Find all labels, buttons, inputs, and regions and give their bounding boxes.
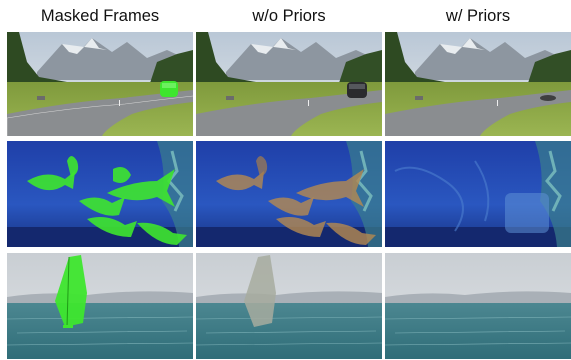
aquarium-masked-frame [7, 141, 193, 247]
column-title-without-priors: w/o Priors [252, 7, 326, 25]
sea-masked-frame [7, 253, 193, 359]
column-title-with-priors: w/ Priors [445, 7, 511, 25]
road-without-priors [196, 32, 382, 136]
column-title-masked-frames: Masked Frames [40, 7, 160, 25]
sea-with-priors [385, 253, 571, 359]
road-masked-frame [7, 32, 193, 136]
sea-without-priors [196, 253, 382, 359]
aquarium-without-priors [196, 141, 382, 247]
road-with-priors [385, 32, 571, 136]
aquarium-with-priors [385, 141, 571, 247]
